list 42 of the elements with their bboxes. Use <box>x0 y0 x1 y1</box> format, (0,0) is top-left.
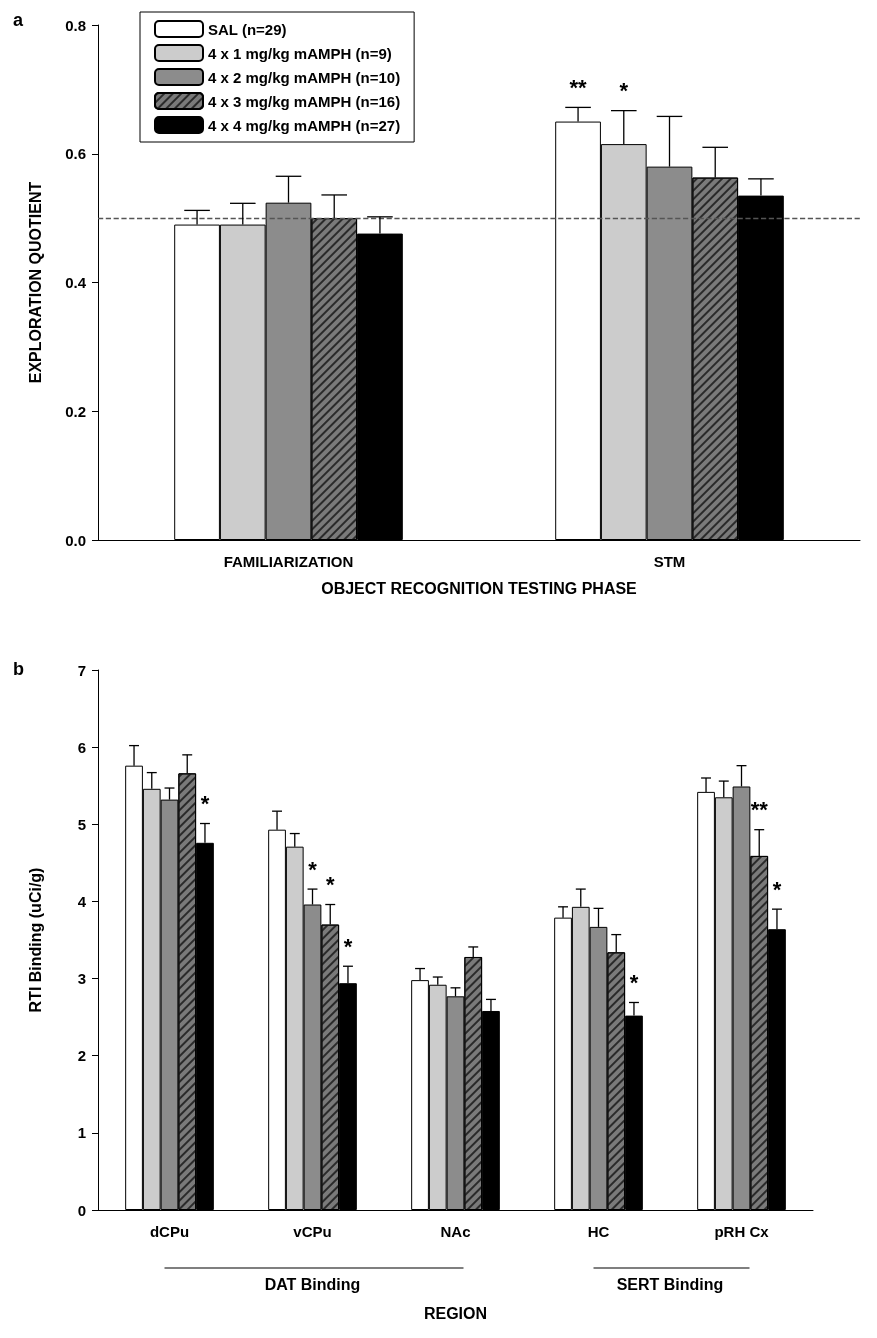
x-tick-label: STM <box>653 553 686 570</box>
x-tick-label: FAMILIARIZATION <box>223 553 354 570</box>
legend-label: 4 x 2 mg/kg mAMPH (n=10) <box>208 68 401 86</box>
y-tick-label: 4 <box>77 892 87 910</box>
x-axis-title: REGION <box>423 1304 488 1322</box>
annotation: * <box>308 856 318 882</box>
x-tick-label: dCPu <box>149 1223 190 1240</box>
annotation: * <box>629 969 639 995</box>
annotation: * <box>619 78 629 104</box>
y-tick-label: 2 <box>77 1047 86 1065</box>
y-tick-label: 0.0 <box>65 531 86 549</box>
x-axis-title: OBJECT RECOGNITION TESTING PHASE <box>321 579 638 597</box>
annotation: * <box>325 872 335 898</box>
chart-title: b <box>13 659 24 679</box>
annotation: * <box>772 876 782 902</box>
y-tick-label: 6 <box>77 738 86 756</box>
y-tick-label: 1 <box>77 1124 86 1142</box>
legend-label: 4 x 4 mg/kg mAMPH (n=27) <box>208 116 401 134</box>
x-tick-label: pRH Cx <box>714 1223 770 1240</box>
annotation: ** <box>569 74 588 100</box>
legend-label: 4 x 1 mg/kg mAMPH (n=9) <box>208 44 392 62</box>
y-tick-label: 7 <box>77 661 86 679</box>
y-tick-label: 3 <box>77 970 86 988</box>
x-tick-label: HC <box>587 1223 610 1240</box>
legend-label: 4 x 3 mg/kg mAMPH (n=16) <box>208 92 401 110</box>
chart-title: a <box>13 10 24 30</box>
y-axis-title: RTI Binding (uCi/g) <box>26 867 44 1013</box>
y-tick-label: 0 <box>77 1201 86 1219</box>
y-tick-label: 0.4 <box>65 274 87 291</box>
y-tick-label: 0.6 <box>65 145 86 163</box>
x-tick-label: vCPu <box>293 1223 332 1240</box>
annotation: * <box>343 933 353 959</box>
y-tick-label: 0.2 <box>65 402 86 420</box>
legend-label: SAL (n=29) <box>208 20 287 38</box>
text: DAT Binding <box>264 1275 361 1293</box>
annotation: ** <box>750 797 769 823</box>
text: SERT Binding <box>616 1275 724 1293</box>
y-tick-label: 0.8 <box>65 16 86 34</box>
y-tick-label: 5 <box>77 815 86 833</box>
y-axis-title: EXPLORATION QUOTIENT <box>26 181 44 384</box>
annotation: * <box>200 791 210 817</box>
x-tick-label: NAc <box>440 1223 471 1240</box>
